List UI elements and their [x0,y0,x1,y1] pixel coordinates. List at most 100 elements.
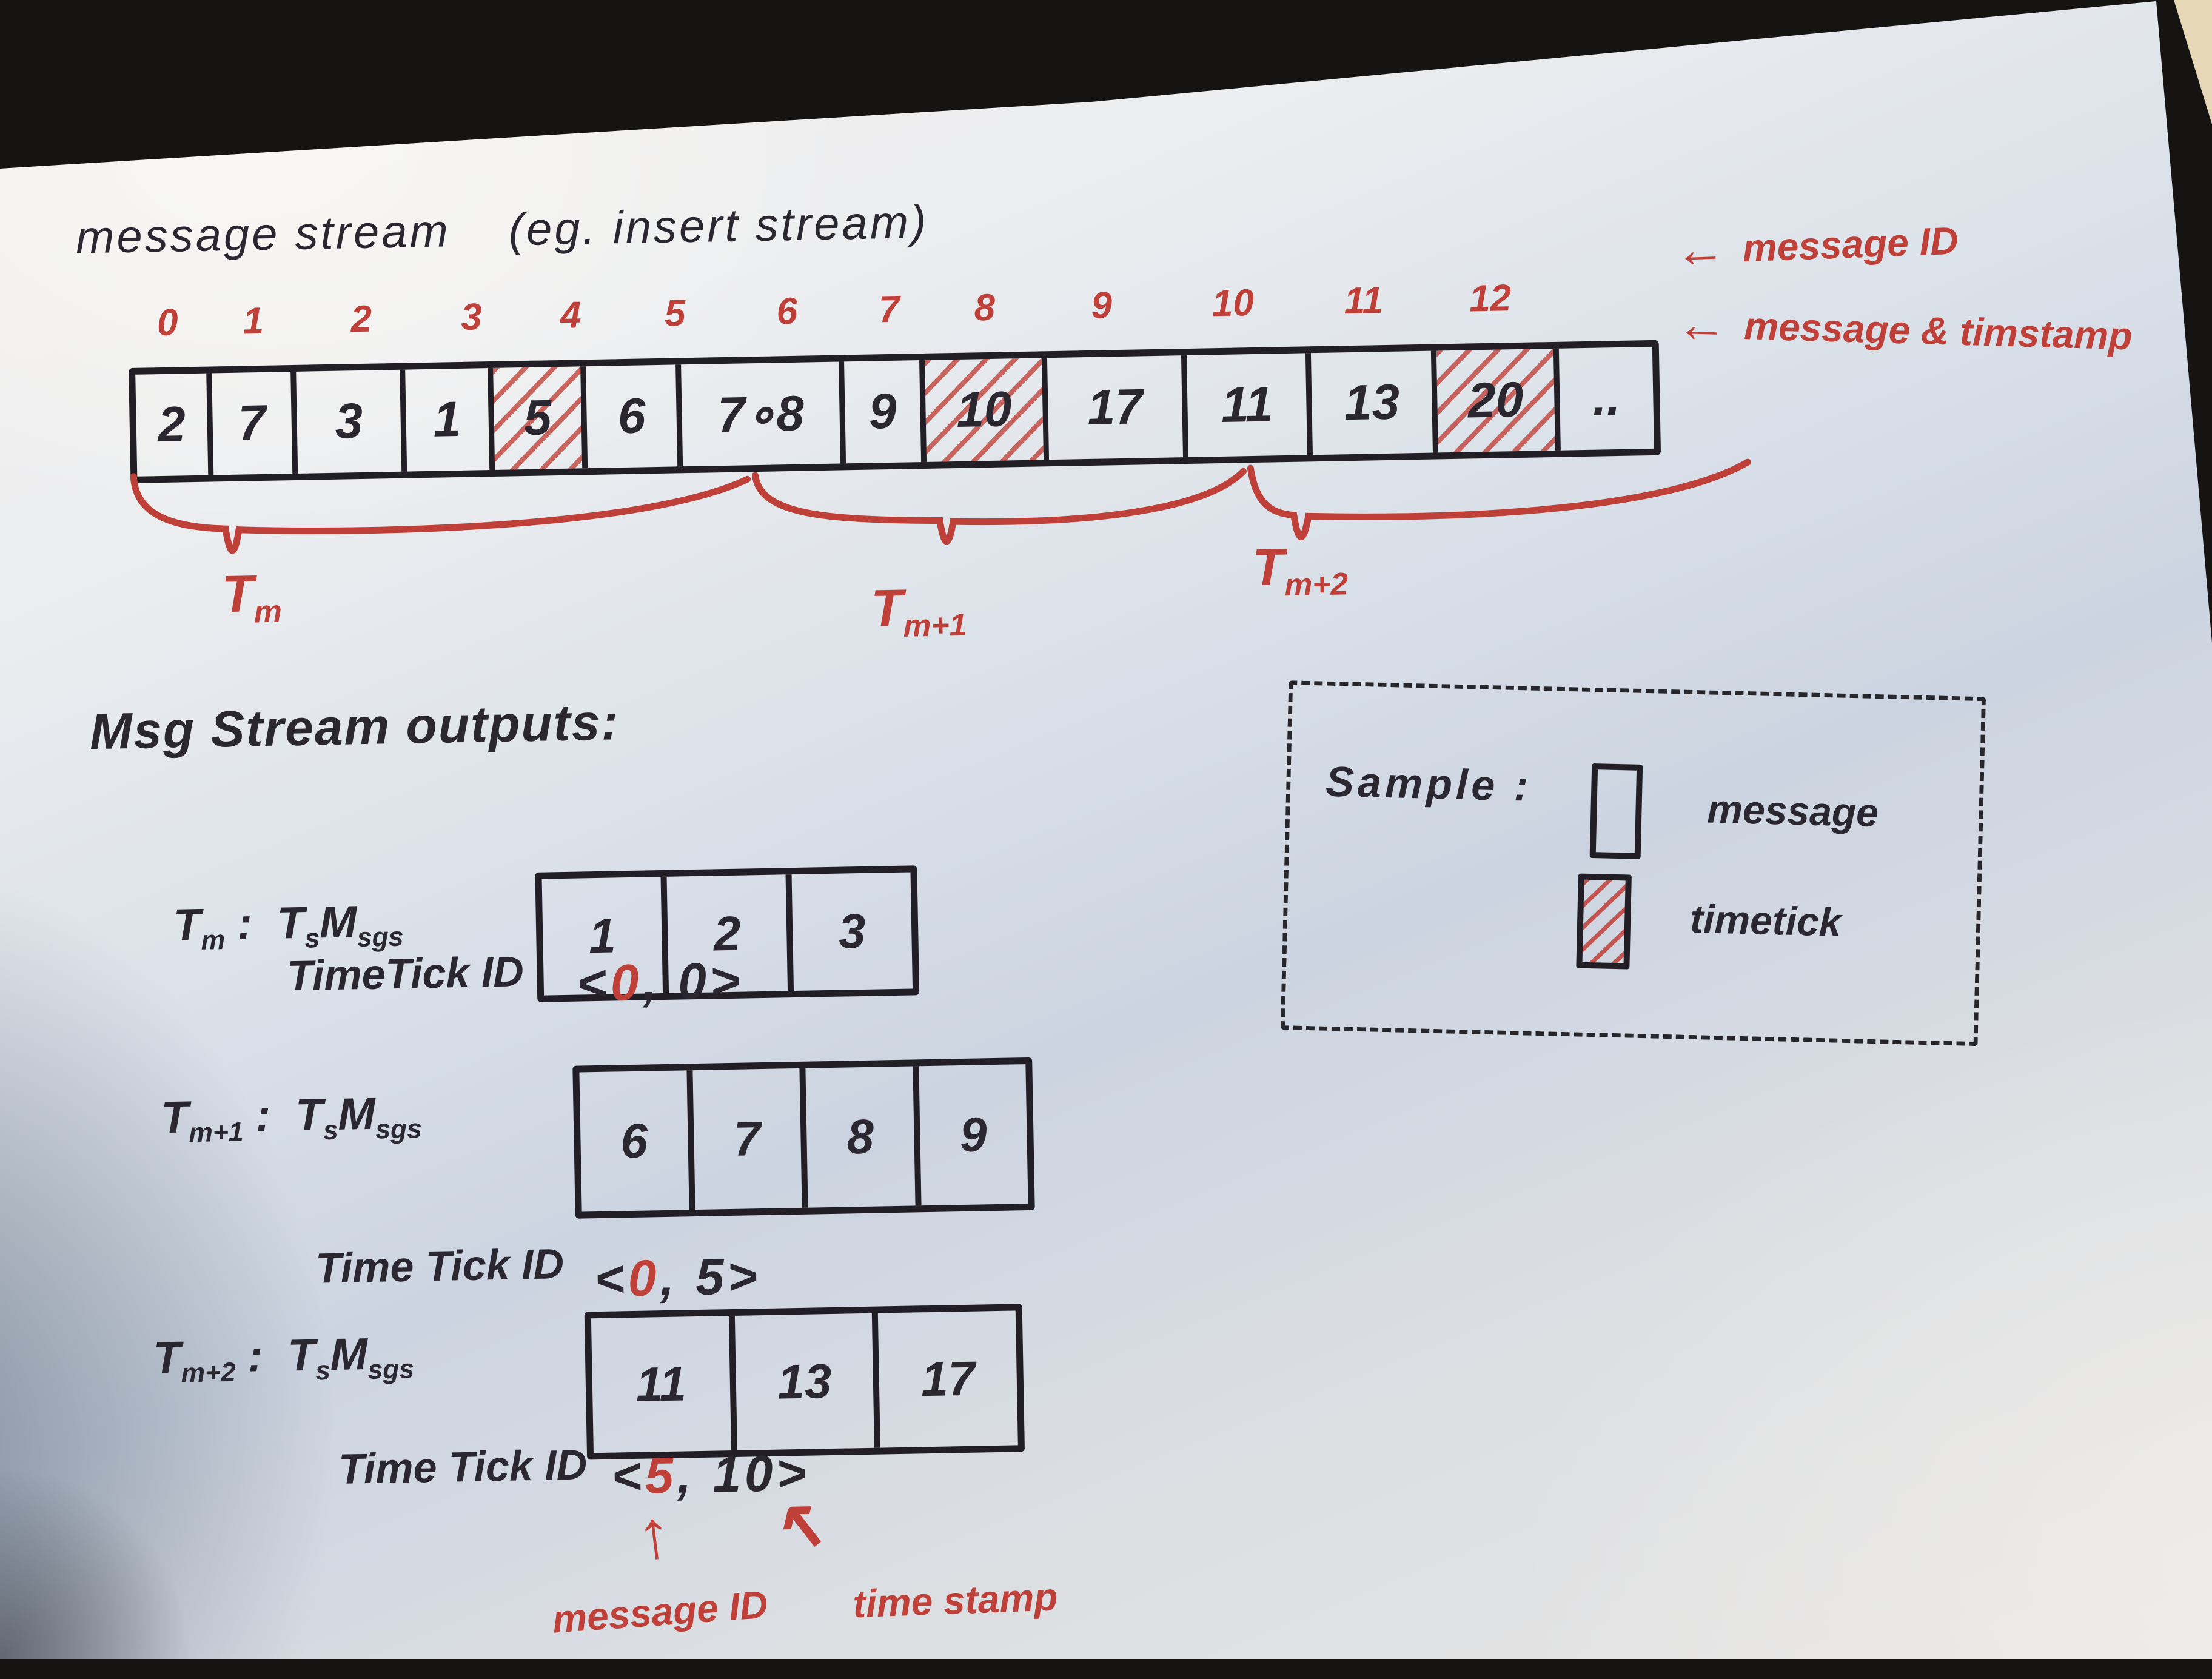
title-main: message stream [75,205,451,264]
index-label: 12 [1469,277,1512,320]
annotation-text: message & timstamp [1743,304,2133,358]
index-label: 3 [460,296,483,338]
annotation-message-id: ← message ID [1674,211,1959,280]
output-row-label-tm: Tm : TsMsgs [173,895,404,957]
left-arrow-icon: ← [1675,295,1728,354]
up-left-arrow-icon: ↖ [769,1486,828,1563]
stream-cell: 17 [1041,355,1184,460]
timetick-value-tm1: <0, 5> [594,1247,762,1309]
epoch-t: T [173,899,201,950]
epoch-label-tm: Tm [221,563,282,630]
epoch-t: T [221,565,255,624]
msg-cell: 3 [785,872,913,991]
epoch-sub: m+1 [903,606,967,643]
index-label [1553,264,1644,329]
stream-cell: 7∘8 [675,361,841,467]
stream-cell: 11 [1181,353,1308,458]
colon: : [255,1090,271,1141]
timetick-label-tm1: Time Tick ID [315,1240,565,1292]
msgs-sub: sgs [367,1354,415,1385]
tick-timestamp: 5 [695,1248,728,1306]
ts-t: T [276,897,305,948]
outputs-heading: Msg Stream outputs: [89,693,620,760]
legend-item-timetick: timetick [1689,896,1842,945]
epoch-label-tm2: Tm+2 [1252,536,1348,603]
legend-item-message: message [1706,786,1879,836]
epoch-t: T [870,578,903,638]
epoch-sub: m+2 [1284,566,1349,603]
ts-sub: s [323,1115,339,1146]
stream-cell: 7 [206,372,293,475]
comma: , [659,1248,679,1307]
stream-cell: 2 [157,397,186,453]
angle-open: < [594,1250,629,1308]
ts-sub: s [315,1355,331,1386]
msgs-m: M [329,1329,368,1380]
ts-sub: s [304,923,320,954]
colon: : [236,898,253,949]
stream-cell-timetick: 5 [487,366,583,471]
angle-open: < [576,954,611,1012]
tick-timestamp: 10 [712,1444,777,1503]
timetick-label-tm2: Time Tick ID [338,1441,588,1493]
ts-t: T [287,1329,316,1381]
colon: : [1513,762,1533,810]
msg-cell: 7 [686,1068,802,1210]
index-label: 2 [350,298,372,341]
index-label: 1 [242,300,264,343]
epoch-t: T [1252,538,1285,597]
output-row-label-tm2: Tm+2 : TsMsgs [153,1327,414,1390]
comma: , [676,1446,695,1504]
legend-title: Sample : [1326,757,1533,811]
sample-legend-box: Sample : message timetick [1280,680,1986,1047]
index-label: 8 [973,286,996,329]
msgs-m: M [319,896,358,948]
epoch-sub: m [201,925,226,956]
pointer-label-message-id: message ID [551,1582,769,1641]
index-label: 9 [1090,284,1113,327]
comma: , [642,953,661,1011]
annotation-message-timestamp: ← message & timstamp [1675,294,2133,365]
epoch-braces [130,458,1751,554]
stream-cell: 1 [400,368,489,472]
tick-message-id: 0 [609,953,643,1011]
index-label: 10 [1212,281,1255,325]
output-row-label-tm1: Tm+1 : TsMsgs [161,1087,422,1149]
epoch-sub: m [253,593,283,629]
ts-msgs-box-tm2: 11 13 17 [584,1304,1025,1460]
legend-title-text: Sample [1325,757,1500,809]
timetick-value-tm: <0, 0> [577,951,744,1013]
timetick-label-tm: TimeTick ID [286,948,525,1000]
msg-cell: 17 [872,1310,1018,1448]
tick-message-id: 0 [627,1249,661,1307]
page-title: message stream (eg. insert stream) [75,196,929,264]
epoch-sub: m+2 [181,1357,236,1389]
brace-tm1 [751,468,1247,545]
epoch-sub: m+1 [188,1117,244,1148]
msgs-sub: sgs [357,922,404,953]
index-label: 0 [156,301,179,344]
ts-msgs-box-tm1: 6 7 8 9 [572,1057,1035,1219]
msg-cell: 8 [799,1066,916,1208]
epoch-label-tm1: Tm+1 [871,577,967,645]
stream-cell: 6 [580,364,677,469]
timetick-square-icon [1576,873,1632,970]
stream-cell-timetick: 10 [919,358,1044,463]
index-label: 7 [878,288,900,331]
colon: : [247,1330,264,1381]
tick-timestamp: 0 [677,952,711,1010]
msg-cell: 6 [620,1113,648,1168]
msgs-sub: sgs [375,1114,423,1145]
stream-cell: 13 [1305,350,1433,455]
epoch-t: T [153,1332,181,1383]
pointer-label-timestamp: time stamp [852,1575,1059,1626]
stream-cell: 3 [290,369,402,474]
angle-close: > [726,1247,762,1305]
title-example: (eg. insert stream) [508,196,929,256]
brace-tm2 [1247,458,1751,540]
msg-cell: 11 [635,1356,687,1412]
angle-close: > [709,951,744,1010]
msg-cell: 9 [912,1064,1028,1206]
